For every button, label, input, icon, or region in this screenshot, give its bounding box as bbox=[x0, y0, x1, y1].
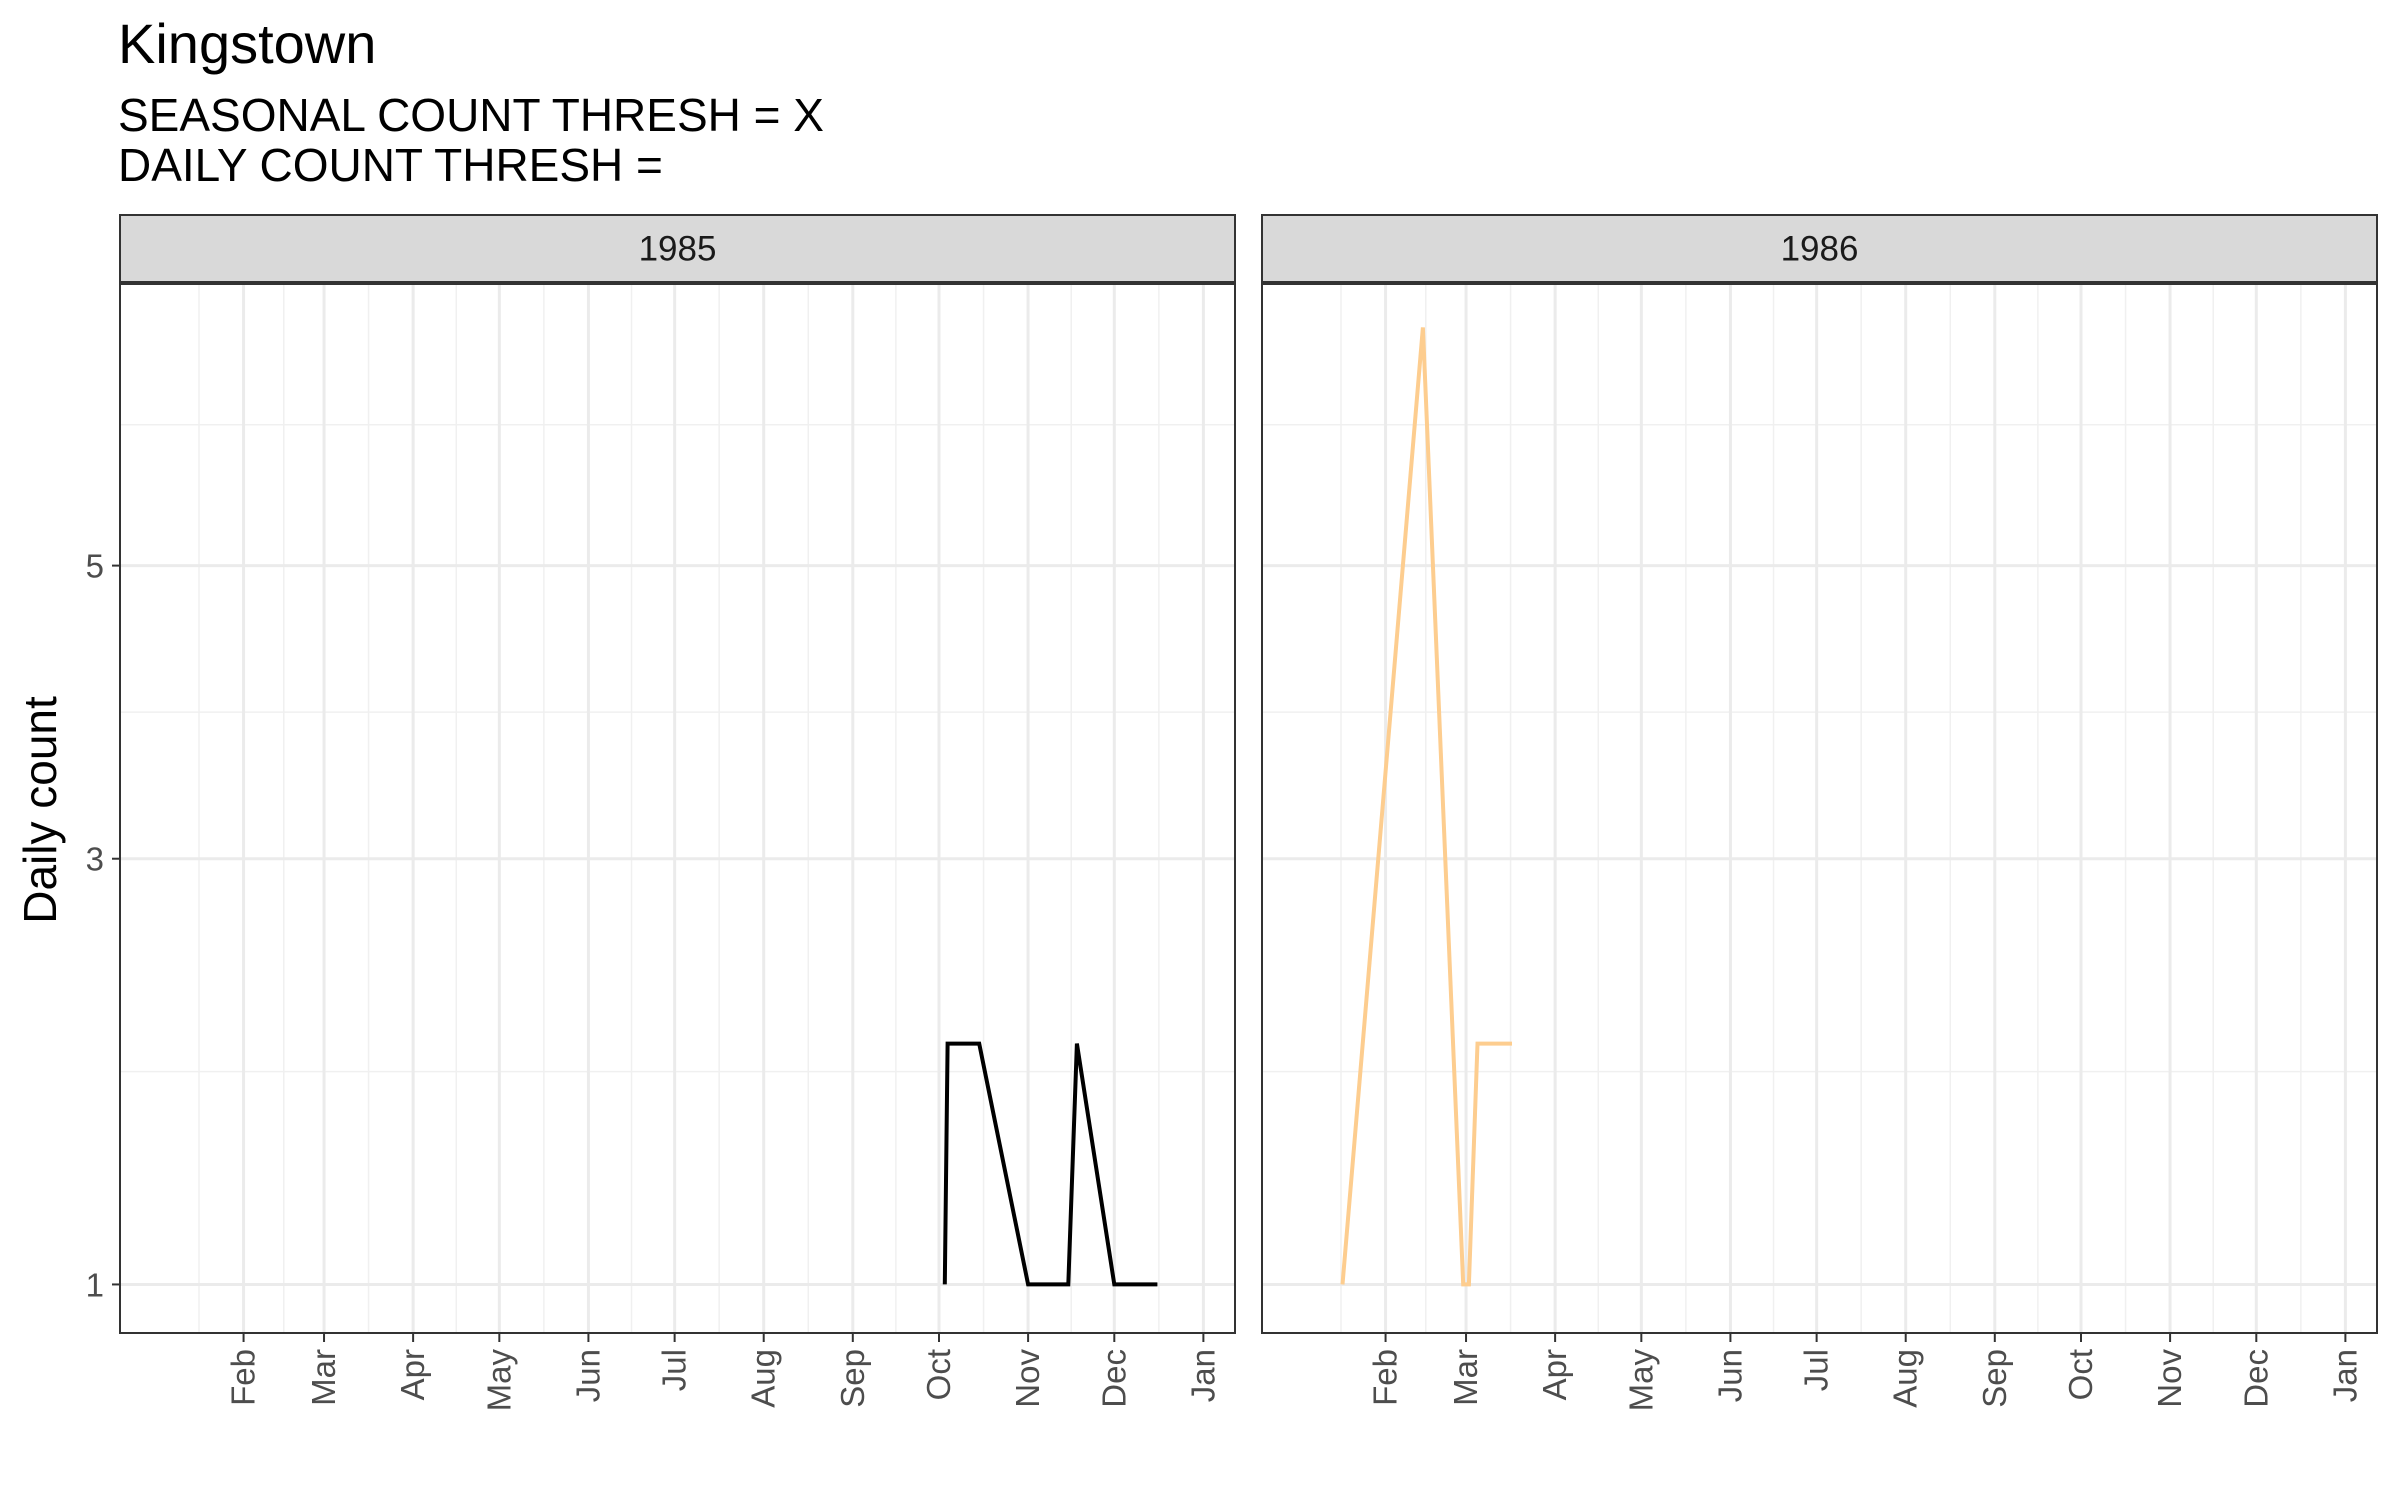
y-axis-label: Daily count bbox=[14, 696, 66, 924]
x-tick-label: Oct bbox=[920, 1349, 957, 1400]
facet-strip bbox=[119, 214, 1236, 283]
y-tick-label: 1 bbox=[86, 1266, 104, 1303]
x-tick-label: Sep bbox=[1976, 1349, 2013, 1408]
plot-area bbox=[120, 284, 1235, 1333]
panel-1985: 1985 1 3 5 Feb Mar Apr May Jun Jul Aug Sep Oct Nov Dec… bbox=[86, 214, 1236, 1412]
panel-border bbox=[119, 283, 1236, 1334]
x-tick-label: Jan bbox=[2326, 1349, 2363, 1402]
facet-label: 1985 bbox=[639, 230, 717, 269]
x-tick-label: Feb bbox=[1367, 1349, 1404, 1406]
series-line bbox=[1340, 327, 1512, 1287]
panel-1986: 1986 Feb Mar Apr May Jun Jul Aug Sep Oct Nov Dec Jan bbox=[1261, 214, 2378, 1412]
x-tick-label: Jun bbox=[1711, 1349, 1748, 1402]
x-tick-label: Jan bbox=[1184, 1349, 1221, 1402]
y-tick-label: 3 bbox=[86, 841, 104, 878]
x-tick-label: Jul bbox=[656, 1349, 693, 1391]
x-tick-label: Jul bbox=[1798, 1349, 1835, 1391]
x-tick-label: Apr bbox=[394, 1349, 431, 1400]
x-tick-label: Dec bbox=[2237, 1349, 2274, 1408]
series-line bbox=[942, 1041, 1158, 1287]
chart-title: Kingstown bbox=[118, 12, 377, 75]
x-tick-label: May bbox=[480, 1349, 517, 1412]
y-tick-label: 5 bbox=[86, 548, 104, 585]
x-tick-label: Mar bbox=[305, 1349, 342, 1406]
chart-subtitle-daily: DAILY COUNT THRESH = bbox=[118, 139, 663, 191]
x-tick-label: Nov bbox=[2151, 1349, 2188, 1408]
x-tick-label: Oct bbox=[2062, 1349, 2099, 1400]
facet-label: 1986 bbox=[1781, 230, 1859, 269]
x-tick-label: Feb bbox=[225, 1349, 262, 1406]
x-tick-label: Dec bbox=[1095, 1349, 1132, 1408]
facet-strip bbox=[1261, 214, 2378, 283]
x-tick-label: Sep bbox=[834, 1349, 871, 1408]
x-tick-label: Aug bbox=[745, 1349, 782, 1408]
x-tick-label: Jun bbox=[569, 1349, 606, 1402]
x-tick-label: Apr bbox=[1536, 1349, 1573, 1400]
panel-border bbox=[1261, 283, 2378, 1334]
x-tick-label: Mar bbox=[1447, 1349, 1484, 1406]
x-tick-label: Aug bbox=[1887, 1349, 1924, 1408]
x-tick-label: May bbox=[1622, 1349, 1659, 1412]
x-tick-label: Nov bbox=[1009, 1349, 1046, 1408]
plot-area bbox=[1262, 284, 2377, 1333]
chart-subtitle-seasonal: SEASONAL COUNT THRESH = X bbox=[118, 89, 824, 141]
